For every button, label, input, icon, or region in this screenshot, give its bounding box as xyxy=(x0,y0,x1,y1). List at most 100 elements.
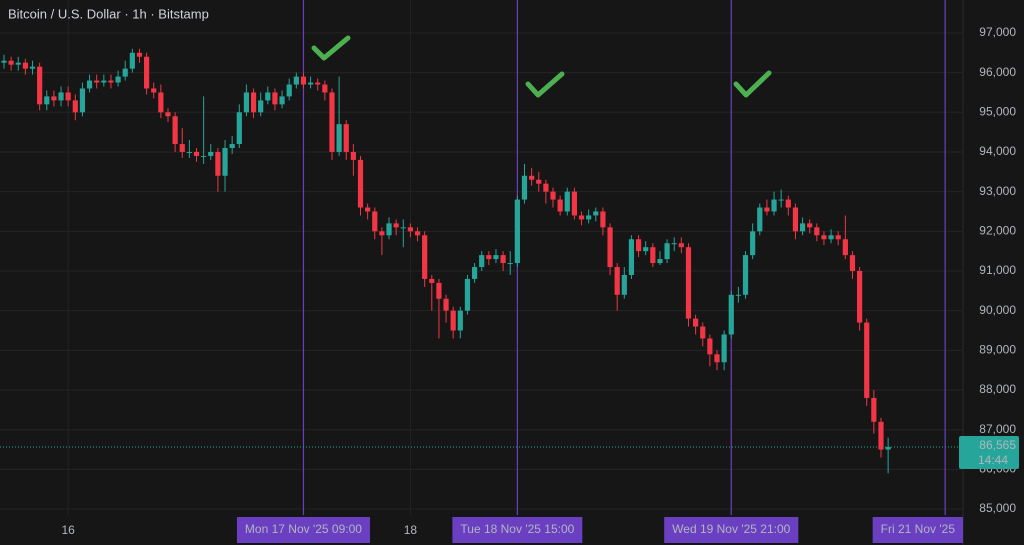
candle-body xyxy=(443,298,449,311)
candle-body xyxy=(778,199,784,201)
candle-body xyxy=(236,112,242,145)
candle-body xyxy=(108,80,114,83)
candle-body xyxy=(785,199,791,208)
candle-body xyxy=(429,278,435,283)
candle-body xyxy=(614,267,620,295)
candle-body xyxy=(871,397,877,422)
candle-body xyxy=(365,207,371,212)
candle-body xyxy=(407,227,414,232)
candle-body xyxy=(450,310,456,331)
candle-body xyxy=(807,223,813,228)
y-tick-label: 87,000 xyxy=(979,422,1016,436)
candle-body xyxy=(322,84,328,93)
candle-body xyxy=(307,82,314,85)
check-icons xyxy=(311,35,772,98)
candle-body xyxy=(386,223,392,236)
candle-body xyxy=(514,199,520,264)
candle-body xyxy=(58,92,64,101)
candle-body xyxy=(79,88,86,113)
candle-body xyxy=(329,92,335,152)
y-tick-label: 97,000 xyxy=(979,25,1016,39)
candle-body xyxy=(8,60,14,65)
check-icon xyxy=(525,71,565,98)
candle-body xyxy=(500,255,506,264)
candle-body xyxy=(650,247,656,264)
candle-body xyxy=(336,124,342,152)
candle-body xyxy=(764,207,770,212)
candle-body xyxy=(536,179,542,184)
candle-body xyxy=(714,354,720,363)
y-tick-label: 93,000 xyxy=(979,184,1016,198)
candle-body xyxy=(186,151,192,153)
y-tick-label: 94,000 xyxy=(979,144,1016,158)
candle-body xyxy=(742,255,749,295)
candle-body xyxy=(243,92,250,113)
candle-body xyxy=(721,334,727,363)
candle-body xyxy=(393,223,399,228)
candle-body xyxy=(464,278,471,311)
candle-body xyxy=(229,144,235,148)
candle-body xyxy=(300,76,307,85)
candle-body xyxy=(735,294,741,296)
candle-body xyxy=(1,60,7,63)
candle-body xyxy=(37,66,43,105)
candle-body xyxy=(814,227,820,236)
candle-body xyxy=(258,100,264,113)
price-tag-countdown: 14:44 xyxy=(978,453,1008,467)
candle-body xyxy=(885,446,891,450)
x-tick-highlight xyxy=(236,517,370,543)
candle-body xyxy=(557,199,563,212)
candle-body xyxy=(293,76,299,85)
candle-body xyxy=(521,175,528,200)
candle-body xyxy=(821,235,827,240)
x-tick-label: Tue 18 Nov '25 15:00 xyxy=(460,522,574,536)
x-tick-highlight xyxy=(872,517,963,543)
candle-body xyxy=(357,159,364,208)
candle-body xyxy=(265,92,271,101)
y-tick-label: 96,000 xyxy=(979,65,1016,79)
candle-body xyxy=(849,255,856,271)
candle-body xyxy=(29,66,36,69)
candle-body xyxy=(414,231,421,236)
candle-body xyxy=(250,92,257,113)
candle-body xyxy=(193,151,200,156)
candle-body xyxy=(379,231,385,236)
x-tick-label: 16 xyxy=(61,523,75,537)
candle-body xyxy=(728,294,734,335)
x-tick-highlight xyxy=(664,517,799,543)
y-tick-label: 85,000 xyxy=(979,501,1016,515)
price-tag xyxy=(959,435,1019,469)
candle-body xyxy=(315,82,321,85)
candle-body xyxy=(372,211,378,232)
chart-title: Bitcoin / U.S. Dollar · 1h · Bitstamp xyxy=(8,6,209,21)
candle-body xyxy=(635,239,642,252)
candle-body xyxy=(208,151,214,156)
candle-body xyxy=(436,282,442,299)
candle-body xyxy=(507,263,513,265)
candle-body xyxy=(400,227,406,229)
candle-body xyxy=(151,88,157,93)
candle-body xyxy=(272,92,278,105)
candle-body xyxy=(172,116,178,145)
candle-body xyxy=(44,96,50,105)
candle-body xyxy=(799,223,806,232)
candle-body xyxy=(571,191,577,216)
y-tick-label: 90,000 xyxy=(979,303,1016,317)
candle-body xyxy=(757,207,763,232)
x-tick-label: Fri 21 Nov '25 xyxy=(881,522,956,536)
candle-body xyxy=(22,62,28,69)
candle-body xyxy=(835,235,841,240)
candle-body xyxy=(165,112,171,117)
y-tick-label: 88,000 xyxy=(979,382,1016,396)
candle-body xyxy=(493,255,499,260)
candle-body xyxy=(72,100,78,113)
candle-body xyxy=(593,211,599,216)
candle-body xyxy=(750,231,756,256)
candle-body xyxy=(65,92,71,101)
candle-body xyxy=(564,191,570,212)
candle-body xyxy=(628,239,635,275)
y-tick-label: 95,000 xyxy=(979,104,1016,118)
candle-body xyxy=(878,421,884,450)
x-tick-label: 18 xyxy=(404,523,418,537)
